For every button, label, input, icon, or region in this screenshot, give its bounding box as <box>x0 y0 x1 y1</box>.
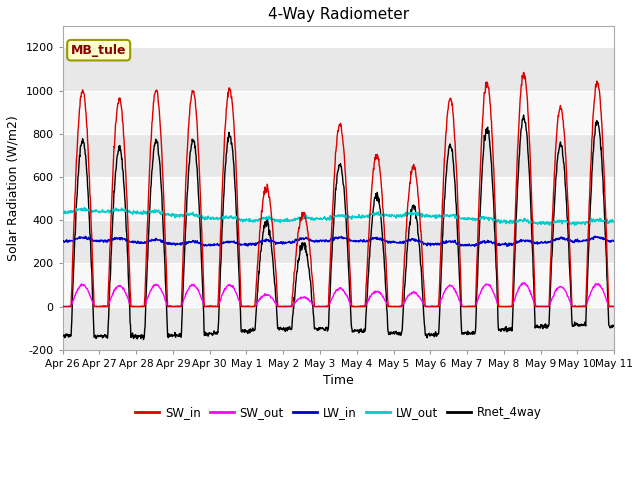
Y-axis label: Solar Radiation (W/m2): Solar Radiation (W/m2) <box>7 115 20 261</box>
Bar <box>63 177 614 220</box>
Bar <box>63 91 614 134</box>
Bar <box>63 48 614 91</box>
Text: MB_tule: MB_tule <box>71 44 127 57</box>
Bar <box>63 134 614 177</box>
Bar <box>63 307 614 350</box>
Title: 4-Way Radiometer: 4-Way Radiometer <box>268 7 409 22</box>
X-axis label: Time: Time <box>323 374 354 387</box>
Legend: SW_in, SW_out, LW_in, LW_out, Rnet_4way: SW_in, SW_out, LW_in, LW_out, Rnet_4way <box>131 401 546 423</box>
Bar <box>63 220 614 264</box>
Bar <box>63 264 614 307</box>
